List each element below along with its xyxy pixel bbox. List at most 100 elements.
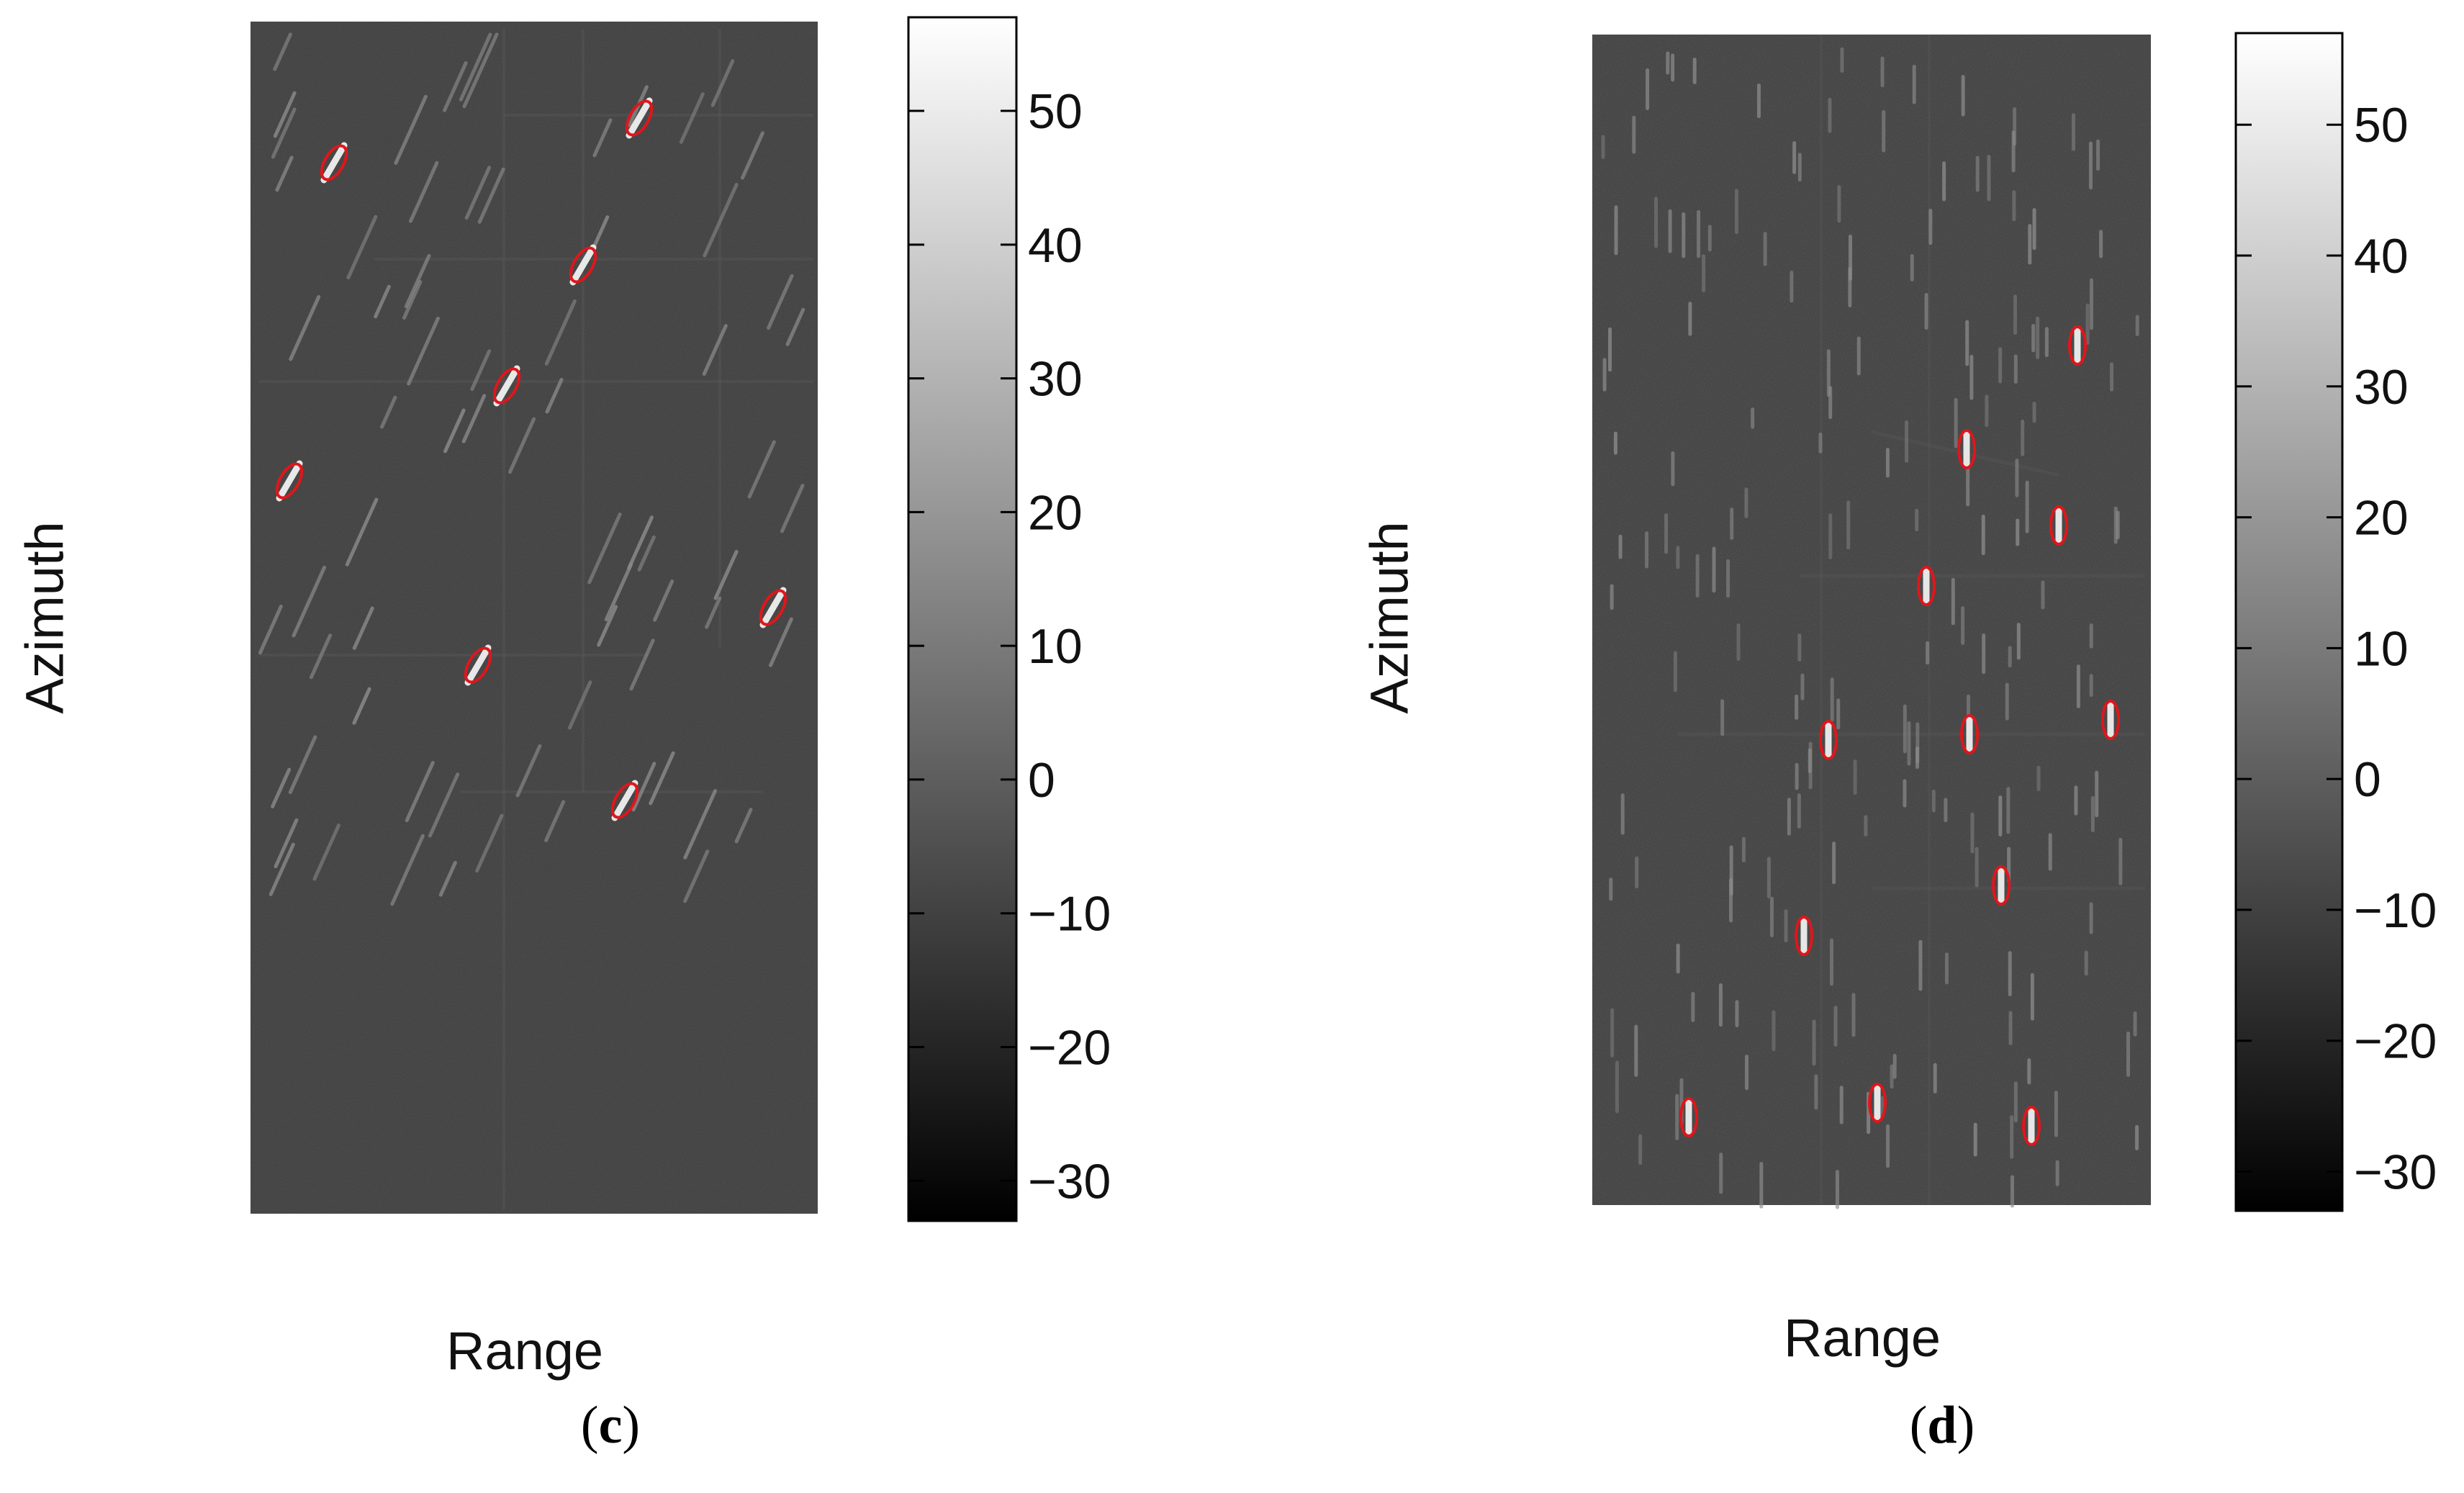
sar-image-d-streaks (1601, 35, 2145, 1209)
clutter-streak (515, 744, 542, 798)
colorbar-c-tick-label: 50 (1028, 84, 1083, 139)
clutter-streak (740, 131, 764, 180)
target-marker (759, 589, 788, 626)
colorbar-c-tick-label: −20 (1028, 1020, 1111, 1075)
clutter-streak (477, 167, 505, 224)
clutter-streak (747, 440, 776, 499)
sar-image-d (1592, 35, 2151, 1209)
clutter-streak (785, 307, 805, 346)
colorbar-d-ticks: 50 40 30 20 10 0 −10 −20 −30 (2236, 98, 2437, 1199)
target-marker (1679, 1097, 1698, 1137)
clutter-streak (629, 639, 655, 691)
clutter-streak (734, 808, 753, 844)
colorbar-d-tick-label: 50 (2354, 98, 2409, 153)
clutter-streak (405, 761, 435, 823)
clutter-streak (258, 604, 283, 655)
ylabel-c: Azimuth (14, 521, 75, 714)
sar-image-c-markers (275, 97, 788, 821)
clutter-streak (544, 299, 577, 366)
clutter-streak (352, 687, 371, 725)
colorbar-d-tick-label: 20 (2354, 491, 2409, 546)
colorbar-c-tick-label: 10 (1028, 619, 1083, 674)
target-marker (1795, 916, 1813, 956)
clutter-streak (592, 118, 613, 158)
clutter-streak (443, 408, 466, 454)
clutter-streak (627, 515, 654, 570)
target-marker (569, 246, 597, 284)
target-point (320, 142, 348, 184)
clutter-streak (780, 484, 805, 533)
clutter-streak (374, 284, 391, 319)
clutter-streak (767, 274, 794, 330)
colorbar-d-tick-label: 0 (2354, 752, 2381, 807)
panel-label-d: (d) (1910, 1395, 1975, 1456)
clutter-streak (380, 395, 397, 429)
clutter-streak (428, 772, 460, 838)
target-point (493, 365, 520, 407)
clutter-streak (702, 324, 728, 376)
clutter-streak (653, 579, 674, 622)
clutter-streak (705, 596, 722, 629)
clutter-streak (407, 316, 440, 386)
clutter-streak (292, 565, 327, 638)
target-point (464, 644, 492, 686)
panel-label-d-close: ) (1957, 1396, 1975, 1455)
colorbar-d-tick-label: 10 (2354, 621, 2409, 676)
clutter-streak (679, 92, 705, 144)
target-marker (1957, 429, 1976, 469)
clutter-streak (768, 617, 793, 667)
target-marker (2049, 505, 2068, 546)
target-marker (275, 462, 304, 500)
clutter-streak (567, 680, 592, 730)
clutter-streak (683, 849, 710, 903)
clutter-streak (275, 155, 294, 192)
sar-image-c-streaks (258, 29, 813, 1209)
target-marker (625, 99, 654, 137)
colorbar-d-tick-label: −10 (2354, 883, 2437, 938)
clutter-streak (683, 789, 718, 860)
clutter-streak (464, 166, 492, 220)
clutter-streak (438, 860, 457, 897)
target-marker (1868, 1083, 1887, 1123)
clutter-streak (604, 562, 633, 622)
clutter-streak (475, 813, 504, 873)
target-point (611, 780, 638, 821)
clutter-streak (459, 32, 492, 102)
colorbar-c-tick-label: −30 (1028, 1154, 1111, 1209)
clutter-streak (394, 94, 428, 165)
clutter-streak (703, 182, 739, 258)
colorbar-c-tick-label: 20 (1028, 485, 1083, 540)
target-marker (1819, 720, 1838, 760)
clutter-streak (408, 161, 439, 223)
target-marker (1917, 566, 1936, 606)
ylabel-d: Azimuth (1359, 521, 1420, 714)
clutter-streak (402, 280, 423, 320)
clutter-streak (507, 417, 536, 474)
clutter-streak (544, 800, 566, 842)
clutter-streak (288, 735, 317, 795)
colorbar-c: 50 40 30 20 10 0 −10 −20 −30 (907, 16, 1111, 1222)
colorbar-c-tick-label: −10 (1028, 887, 1111, 942)
sar-image-d-markers (1679, 325, 2120, 1146)
target-marker (2101, 700, 2120, 740)
clutter-streak (470, 349, 492, 392)
clutter-streak (273, 32, 292, 71)
clutter-streak (649, 751, 675, 806)
clutter-streak (312, 824, 340, 881)
panel-label-c-close: ) (622, 1396, 641, 1455)
sar-image-c-noise (251, 22, 818, 1214)
clutter-streak (587, 513, 622, 585)
clutter-streak (273, 91, 297, 138)
target-marker (2022, 1106, 2041, 1146)
panel-label-c-open: ( (580, 1396, 599, 1455)
colorbar-d-tick-label: 40 (2354, 229, 2409, 284)
colorbar-c-tick-label: 0 (1028, 753, 1055, 808)
panel-label-c: (c) (581, 1395, 640, 1456)
colorbar-c-tick-label: 30 (1028, 352, 1083, 407)
clutter-streak (345, 497, 379, 567)
target-marker (610, 782, 639, 819)
clutter-streak (637, 535, 656, 572)
target-point (759, 587, 787, 628)
panel-label-d-open: ( (1909, 1396, 1928, 1455)
